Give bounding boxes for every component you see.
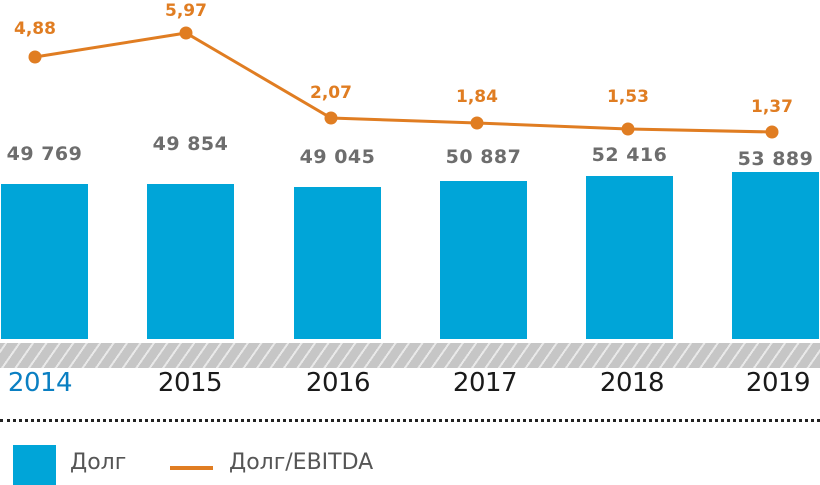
- axis-band: [0, 343, 820, 368]
- ratio-point: [28, 50, 42, 64]
- ratio-value-label: 1,84: [456, 87, 498, 107]
- bar-value-label: 52 416: [591, 144, 668, 166]
- legend-line-label: Долг/EBITDA: [229, 450, 374, 475]
- year-label-2019: 2019: [745, 368, 811, 398]
- bar-2018: [586, 176, 673, 339]
- ratio-value-label: 2,07: [310, 83, 352, 103]
- bar-2016: [294, 187, 381, 339]
- bar-value-label: 49 854: [152, 133, 229, 155]
- bar-2019: [732, 172, 819, 339]
- bar-value-label: 53 889: [737, 148, 814, 170]
- bar-value-label: 49 045: [299, 146, 376, 168]
- ratio-point: [765, 125, 779, 139]
- bar-2017: [440, 181, 527, 339]
- year-label-2017: 2017: [452, 368, 518, 398]
- ratio-value-label: 5,97: [165, 1, 207, 21]
- bar-2014: [1, 184, 88, 339]
- ratio-point: [470, 116, 484, 130]
- bar-value-label: 49 769: [6, 143, 83, 165]
- ratio-value-label: 1,53: [607, 87, 649, 107]
- legend-line-swatch: [170, 466, 213, 470]
- year-label-2018: 2018: [599, 368, 665, 398]
- ratio-point: [179, 26, 193, 40]
- ratio-point: [324, 111, 338, 125]
- year-label-2015: 2015: [157, 368, 223, 398]
- bar-value-label: 50 887: [445, 146, 522, 168]
- year-label-2016: 2016: [305, 368, 371, 398]
- dotted-divider: [0, 419, 820, 422]
- ratio-value-label: 4,88: [14, 19, 56, 39]
- bar-2015: [147, 184, 234, 339]
- legend-bar-label: Долг: [70, 450, 127, 475]
- ratio-value-label: 1,37: [751, 97, 793, 117]
- year-label-2014: 2014: [7, 368, 73, 398]
- ratio-point: [621, 122, 635, 136]
- legend-bar-swatch: [13, 445, 56, 485]
